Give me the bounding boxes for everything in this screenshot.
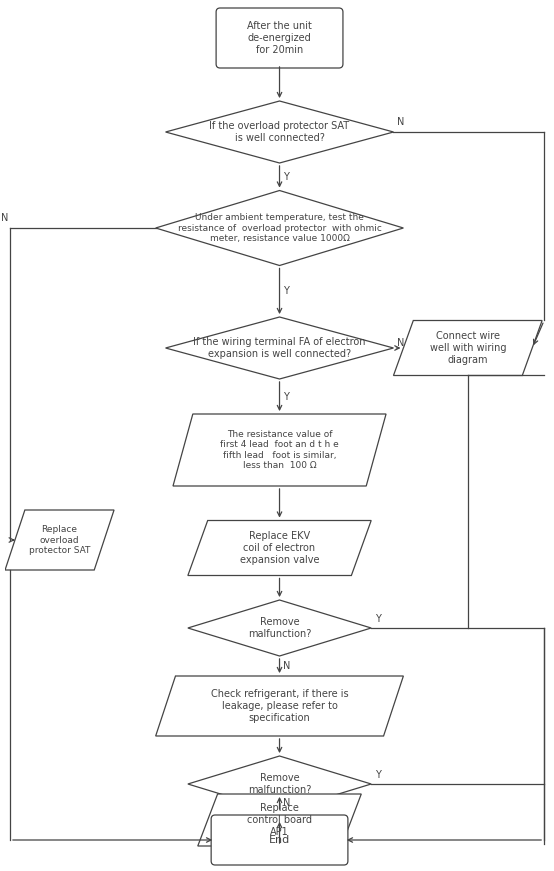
Text: The resistance value of
first 4 lead  foot an d t h e
fifth lead   foot is simil: The resistance value of first 4 lead foo… [220,430,339,470]
Polygon shape [188,756,371,812]
Text: Replace
control board
AP1: Replace control board AP1 [247,803,312,837]
Polygon shape [188,600,371,656]
FancyBboxPatch shape [216,8,343,68]
Polygon shape [393,321,542,375]
Text: Replace
overload
protector SAT: Replace overload protector SAT [29,525,90,555]
Text: If the overload protector SAT
is well connected?: If the overload protector SAT is well co… [209,121,350,143]
Polygon shape [156,676,403,736]
Polygon shape [5,510,114,570]
Text: After the unit
de-energized
for 20min: After the unit de-energized for 20min [247,22,312,55]
Text: Remove
malfunction?: Remove malfunction? [248,618,311,638]
Text: N: N [284,798,291,808]
Text: Y: Y [375,614,381,624]
Text: End: End [269,835,290,845]
Text: N: N [284,661,291,671]
Text: Y: Y [284,287,289,296]
Polygon shape [188,521,371,576]
Text: Y: Y [284,172,289,182]
Polygon shape [156,191,403,266]
Polygon shape [166,317,393,379]
Text: Connect wire
well with wiring
diagram: Connect wire well with wiring diagram [429,331,506,365]
Text: N: N [397,117,405,127]
Text: Under ambient temperature, test the
resistance of  overload protector  with ohmi: Under ambient temperature, test the resi… [178,213,382,243]
Text: Check refrigerant, if there is
leakage, please refer to
specification: Check refrigerant, if there is leakage, … [211,690,348,723]
Polygon shape [166,101,393,163]
FancyBboxPatch shape [211,815,348,865]
Polygon shape [173,414,386,486]
Text: Remove
malfunction?: Remove malfunction? [248,773,311,795]
Text: Y: Y [375,770,381,780]
Text: N: N [397,338,405,348]
Text: If the wiring terminal FA of electron
expansion is well connected?: If the wiring terminal FA of electron ex… [193,337,366,359]
Text: Y: Y [284,391,289,402]
Text: N: N [1,213,8,223]
Polygon shape [198,794,361,846]
Text: Replace EKV
coil of electron
expansion valve: Replace EKV coil of electron expansion v… [240,531,319,564]
